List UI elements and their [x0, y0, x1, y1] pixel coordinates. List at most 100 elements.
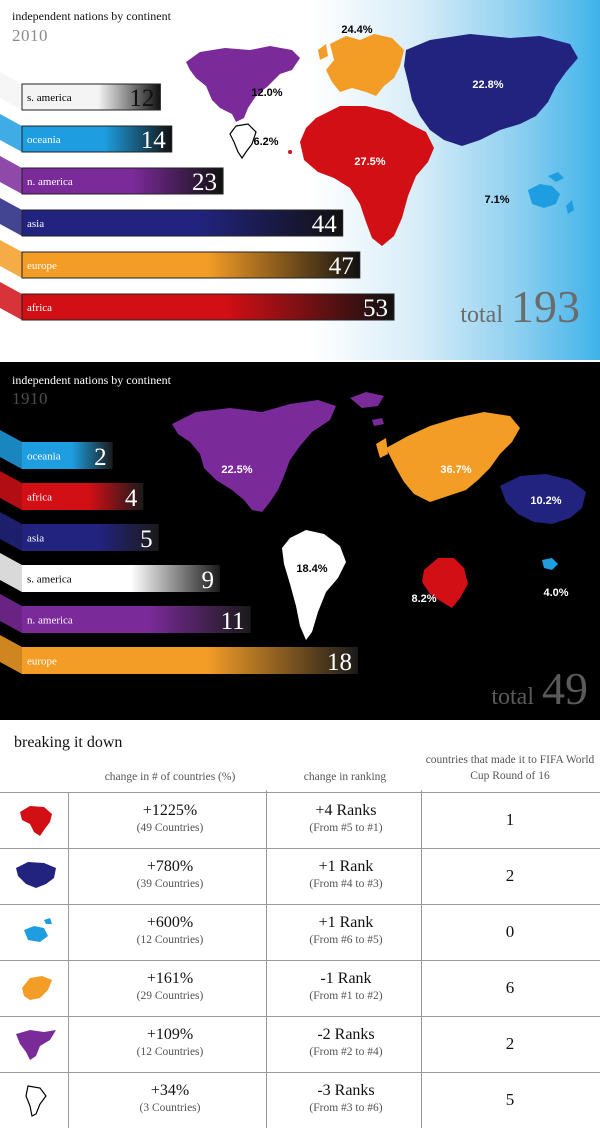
map-africa	[422, 558, 468, 608]
map-percent-europe: 24.4%	[341, 24, 372, 36]
fifa-count: 2	[505, 866, 515, 885]
change-detail: (12 Countries)	[136, 934, 204, 946]
bar-value: 5	[140, 526, 153, 553]
map-percent-africa: 27.5%	[354, 156, 385, 168]
map-percent-namerica: 22.5%	[221, 464, 252, 476]
bars-1910: oceania 2 africa 4 asia 5 s. america 9 n. americ…	[0, 430, 358, 676]
bar-label: oceania	[27, 134, 61, 146]
row-divider	[0, 960, 600, 961]
bar-value: 23	[192, 169, 217, 196]
panel-title: independent nations by continent	[12, 9, 171, 23]
bar-africa	[22, 483, 144, 510]
bar-samerica	[21, 83, 161, 111]
rank-change: -1 Rank	[320, 970, 372, 987]
change-detail: (29 Countries)	[136, 990, 204, 1002]
rank-change: +4 Ranks	[315, 802, 377, 819]
map-percent-africa: 8.2%	[411, 593, 436, 605]
bar-label: oceania	[27, 451, 61, 463]
total-value: 193	[511, 281, 580, 332]
bar-value: 14	[141, 127, 167, 154]
rank-detail: (From #6 to #5)	[309, 934, 383, 946]
row-divider	[0, 792, 600, 793]
bar-flap-europe	[0, 240, 22, 278]
bar-label: africa	[27, 302, 52, 314]
bar-namerica	[22, 606, 251, 633]
row-divider	[0, 904, 600, 905]
bar-asia	[21, 209, 344, 237]
bar-oceania	[22, 442, 113, 469]
header-change-countries: change in # of countries (%)	[104, 771, 236, 783]
total-label: total	[460, 302, 503, 328]
total-2010: total 193	[460, 280, 580, 333]
change-value: +1225%	[142, 802, 198, 819]
column-divider	[421, 790, 422, 1128]
chart-1910: 22.5% 36.7% 10.2% 18.4% 8.2% 4.0% oceania 2 afr…	[0, 392, 586, 676]
map-africa-island	[288, 150, 292, 154]
bar-namerica	[21, 167, 224, 195]
north-america-icon	[16, 1030, 56, 1060]
row-divider	[0, 848, 600, 849]
map-percent-oceania: 7.1%	[484, 194, 509, 206]
table-title: breaking it down	[14, 734, 123, 751]
bar-europe	[21, 251, 361, 279]
bar-value: 53	[363, 295, 388, 322]
bar-africa	[21, 293, 395, 321]
bar-label: n. america	[27, 176, 73, 188]
rank-change: -3 Ranks	[317, 1082, 375, 1099]
map-oceania	[528, 184, 560, 208]
map-south-america	[229, 123, 257, 160]
rank-change: +1 Rank	[318, 858, 374, 875]
rank-change: -2 Ranks	[317, 1026, 375, 1043]
bar-flap-asia	[0, 198, 22, 236]
panel-2010: 24.4% 12.0% 22.8% 6.2% 27.5% 7.1% s. america 1…	[0, 0, 600, 360]
rank-detail: (From #4 to #3)	[309, 878, 383, 890]
bar-europe	[22, 647, 358, 674]
rank-detail: (From #5 to #1)	[309, 822, 383, 834]
map-oceania	[542, 558, 558, 570]
row-divider	[0, 1016, 600, 1017]
europe-icon	[22, 976, 52, 1000]
africa-icon	[20, 806, 52, 836]
map-percent-asia: 10.2%	[530, 495, 561, 507]
asia-icon	[16, 862, 56, 888]
bar-label: europe	[27, 260, 57, 272]
bar-flap-namerica	[0, 594, 22, 633]
map-europe	[326, 34, 404, 96]
table-row: +34% (3 Countries) -3 Ranks (From #3 to #6)…	[0, 1072, 600, 1128]
map-percent-samerica: 6.2%	[253, 136, 278, 148]
change-detail: (3 Countries)	[139, 1102, 201, 1114]
bar-samerica	[22, 565, 220, 592]
bar-value: 11	[221, 608, 245, 635]
map-percent-europe: 36.7%	[440, 464, 471, 476]
bar-flap-europe	[0, 635, 22, 674]
column-divider	[68, 792, 69, 1128]
bar-flap-samerica	[0, 553, 22, 592]
bar-flap-asia	[0, 512, 22, 551]
bar-flap-oceania	[0, 114, 22, 152]
total-label: total	[491, 684, 534, 710]
panel-year: 1910	[12, 389, 48, 408]
change-detail: (39 Countries)	[136, 878, 204, 890]
map-percent-samerica: 18.4%	[296, 563, 327, 575]
change-detail: (12 Countries)	[136, 1046, 204, 1058]
bar-label: n. america	[27, 615, 73, 627]
table-row: +161% (29 Countries) -1 Rank (From #1 to #2…	[0, 960, 600, 1016]
bar-label: africa	[27, 492, 52, 504]
bar-flap-africa	[0, 282, 22, 320]
map-percent-namerica: 12.0%	[251, 87, 282, 99]
map-north-america	[186, 46, 300, 122]
table-row: +109% (12 Countries) -2 Ranks (From #2 to #…	[0, 1016, 600, 1072]
south-america-icon	[25, 1085, 47, 1117]
fifa-count: 2	[505, 1034, 515, 1053]
bar-asia	[22, 524, 159, 551]
map-percent-labels-1910: 22.5% 36.7% 10.2% 18.4% 8.2% 4.0%	[221, 464, 568, 605]
bar-flap-samerica	[0, 72, 22, 110]
bar-label: europe	[27, 656, 57, 668]
map-north-america-islands	[350, 392, 384, 426]
panel-year: 2010	[12, 26, 48, 45]
fifa-count: 1	[505, 810, 515, 829]
map-europe-isles	[376, 438, 388, 458]
map-percent-oceania: 4.0%	[543, 587, 568, 599]
bar-label: s. america	[27, 574, 72, 586]
fifa-count: 5	[505, 1090, 515, 1109]
